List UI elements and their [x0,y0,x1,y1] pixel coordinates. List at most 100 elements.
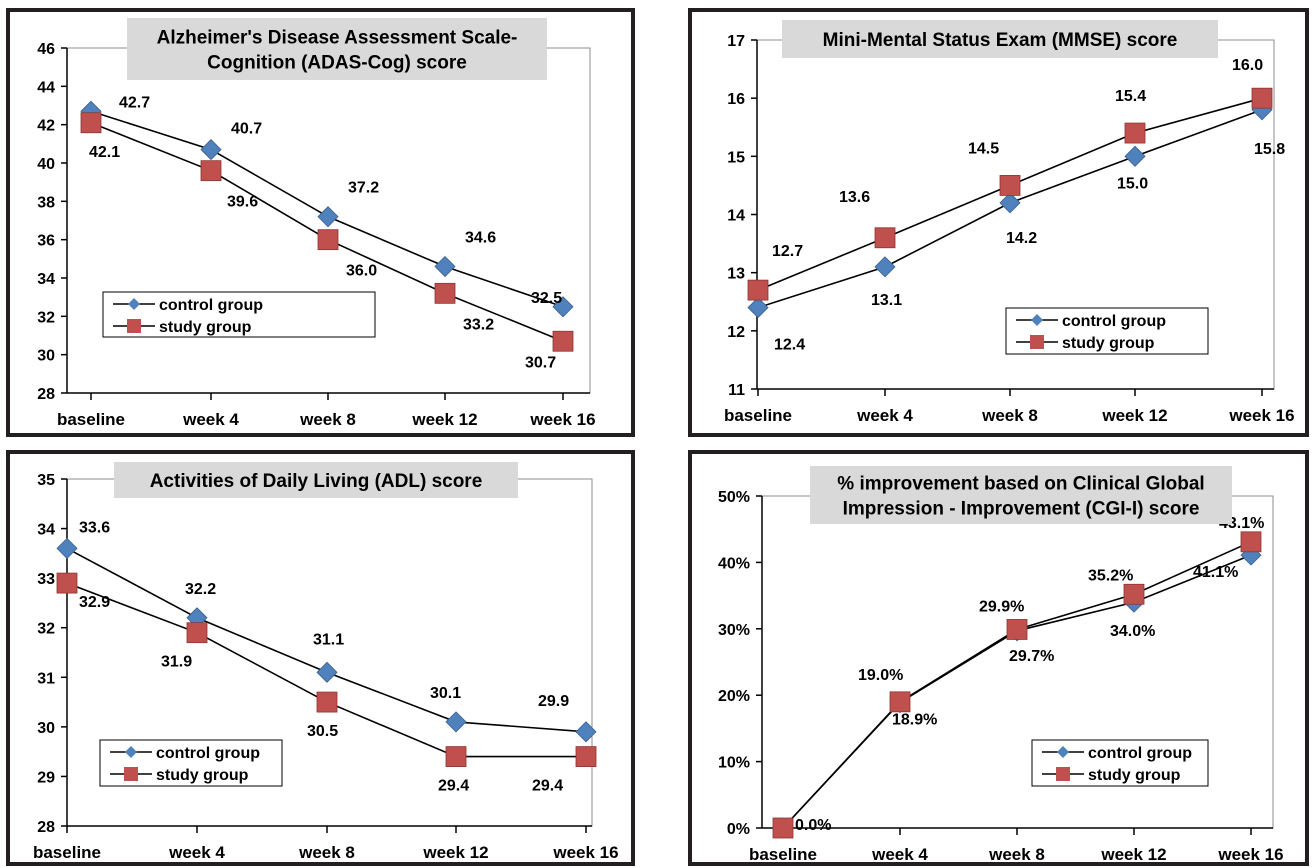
data-label: 30.1 [430,685,461,702]
chart-frame [6,450,635,866]
data-label: 35.2% [1088,567,1133,584]
legend-marker-study [127,319,141,333]
data-label: 29.9 [538,693,569,710]
chart-title: Activities of Daily Living (ADL) score [150,471,483,492]
chart-panel-4: 0% 10% 20% 30% 40% 50% baseline week 4 week 8 wee… [688,450,1309,866]
data-label: 13.6 [839,189,870,206]
y-tick-label: 40% [718,555,750,572]
chart-title: % improvement based on Clinical Global [837,474,1204,495]
data-label: 42.1 [89,144,120,161]
y-tick-label: 31 [37,670,55,687]
chart-title: Impression - Improvement (CGI-I) score [843,499,1200,520]
legend-entry: control group [156,745,260,762]
data-label: 14.2 [1006,230,1037,247]
y-tick-label: 42 [37,118,55,135]
chart-title-box [114,462,518,498]
y-tick-label: 16 [727,91,745,108]
x-tick-label: week 12 [1101,406,1167,425]
data-point-study [316,691,338,713]
data-point-study [874,227,896,249]
data-label: 15.8 [1254,141,1285,158]
data-point-study [80,112,102,134]
y-tick-label: 32 [37,621,55,638]
chart-frame [6,8,635,437]
data-label: 29.7% [1009,648,1054,665]
data-label: 34.6 [465,230,496,247]
y-tick-label: 15 [727,149,745,166]
y-tick-label: 17 [727,33,745,50]
data-point-control [56,537,78,559]
legend-marker-control [125,746,137,758]
data-point-study [1123,583,1145,605]
y-tick-label: 13 [727,266,745,283]
data-point-study [889,691,911,713]
data-label: 14.5 [968,140,999,157]
chart-panel-1: 28 30 32 34 36 38 40 42 44 46 baseline week 4 week 8… [6,8,635,437]
x-tick-label: week 4 [871,845,928,864]
data-label: 29.4 [438,778,469,795]
legend-entry: study group [1062,335,1155,352]
chart-frame [688,8,1309,437]
y-tick-label: 35 [37,472,55,489]
x-tick-label: baseline [724,406,792,425]
data-point-study [999,175,1021,196]
y-tick-label: 11 [728,382,745,399]
data-point-study [186,622,208,644]
data-point-control [317,206,339,228]
data-point-control [1124,145,1146,167]
x-tick-label: week 8 [981,406,1038,425]
data-point-study [772,817,794,839]
x-tick-label: week 4 [856,406,913,425]
data-point-study [434,282,456,304]
legend [102,291,376,338]
x-tick-label: baseline [749,845,817,864]
data-label: 41.1% [1193,564,1238,581]
y-tick-label: 0% [727,821,750,838]
data-label: 40.7 [231,121,262,138]
y-tick-label: 40 [37,156,55,173]
chart-title: Cognition (ADAS-Cog) score [207,53,467,74]
chart-title: Alzheimer's Disease Assessment Scale- [157,28,518,49]
legend-entry: control group [159,297,263,314]
data-point-control [747,297,769,319]
data-label: 30.7 [525,354,556,371]
legend-entry: control group [1088,745,1192,762]
x-tick-label: baseline [33,843,101,862]
data-label: 37.2 [348,180,379,197]
data-point-control [874,256,896,278]
y-tick-label: 36 [37,233,55,250]
data-label: 34.0% [1110,623,1155,640]
x-tick-label: week 4 [168,843,225,862]
data-label: 15.4 [1115,88,1146,105]
y-tick-label: 29 [37,769,55,786]
x-tick-label: week 12 [1100,845,1166,864]
data-label: 33.2 [463,316,494,333]
chart-title-box [782,20,1218,58]
legend-marker-study [1030,335,1044,349]
data-point-study [56,572,78,594]
data-point-control [316,661,338,683]
y-tick-label: 12 [727,324,745,341]
data-label: 0.0% [795,817,831,834]
y-tick-label: 10% [718,755,750,772]
data-point-study [317,229,339,251]
x-tick-label: week 4 [182,410,239,429]
x-tick-label: week 16 [529,410,595,429]
data-point-study [200,160,222,182]
y-tick-label: 28 [37,386,55,403]
y-tick-label: 34 [37,522,55,539]
data-label: 32.9 [79,594,110,611]
data-label: 12.4 [774,337,805,354]
x-tick-label: week 16 [1228,406,1294,425]
chart-panel-2: 11 12 13 14 15 16 17 baseline week 4 week 8 week 1… [688,8,1309,437]
chart-title: Mini-Mental Status Exam (MMSE) score [823,30,1178,51]
data-label: 42.7 [119,94,150,111]
x-tick-label: week 8 [298,843,355,862]
chart-panel-3: 28 29 30 31 32 33 34 35 baseline week 4 week 8 week… [6,450,635,866]
chart-title-box [127,18,547,80]
data-label: 31.1 [313,631,344,648]
y-tick-label: 44 [37,79,55,96]
legend-entry: study group [159,319,252,336]
legend-marker-study [124,767,138,781]
